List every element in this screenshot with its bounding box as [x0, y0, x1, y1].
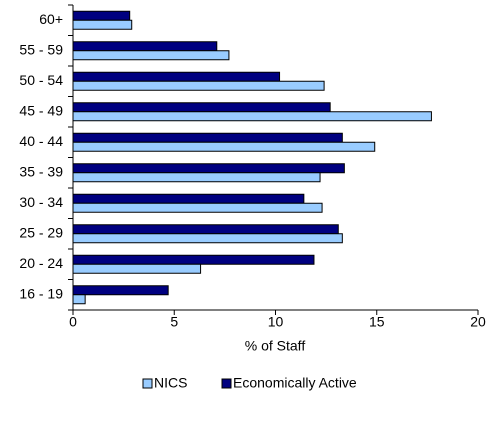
- bar: [72, 80, 325, 91]
- legend-label: Economically Active: [233, 375, 357, 391]
- y-tick-label: 30 - 34: [19, 194, 63, 210]
- y-tick-label: 60+: [39, 11, 63, 27]
- bar: [72, 132, 343, 143]
- bar: [72, 102, 331, 113]
- legend-swatch: [142, 378, 153, 389]
- y-tick-label: 55 - 59: [19, 41, 63, 57]
- x-tick-label: 10: [268, 314, 284, 330]
- x-tick-label: 0: [69, 314, 77, 330]
- bar: [72, 71, 281, 82]
- y-tick-label: 16 - 19: [19, 285, 63, 301]
- bar: [72, 50, 230, 61]
- y-tick-label: 20 - 24: [19, 255, 63, 271]
- y-tick-label: 35 - 39: [19, 163, 63, 179]
- bar: [72, 263, 202, 274]
- bar: [72, 224, 339, 235]
- y-tick-label: 25 - 29: [19, 224, 63, 240]
- legend-label: NICS: [154, 375, 187, 391]
- bar: [72, 193, 305, 204]
- bar: [72, 172, 321, 183]
- bar: [72, 19, 133, 30]
- x-tick-label: 20: [470, 314, 486, 330]
- x-tick-label: 5: [170, 314, 178, 330]
- x-tick-label: 15: [369, 314, 385, 330]
- y-tick-label: 40 - 44: [19, 133, 63, 149]
- bar: [72, 10, 131, 21]
- legend-swatch: [221, 378, 232, 389]
- bar: [72, 141, 376, 152]
- x-axis-title: % of Staff: [245, 338, 306, 354]
- bar: [72, 202, 323, 213]
- y-tick-label: 45 - 49: [19, 102, 63, 118]
- bar: [72, 294, 86, 305]
- bar: [72, 163, 345, 174]
- bar: [72, 111, 432, 122]
- y-tick-label: 50 - 54: [19, 72, 63, 88]
- bar: [72, 233, 343, 244]
- bar: [72, 285, 169, 296]
- bar: [72, 41, 218, 52]
- bar: [72, 254, 315, 265]
